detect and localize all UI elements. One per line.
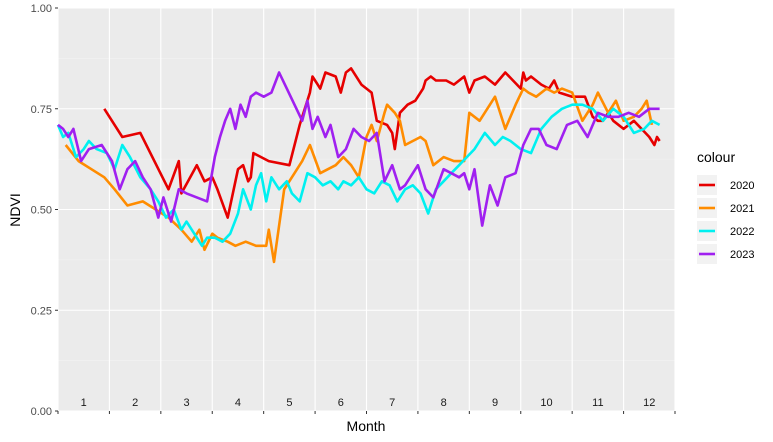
legend-title: colour xyxy=(697,149,735,165)
month-label: 5 xyxy=(286,397,292,409)
month-label: 3 xyxy=(183,397,189,409)
y-axis: 0.00 0.25 0.50 0.75 1.00 xyxy=(31,3,58,418)
y-tick-label: 1.00 xyxy=(31,3,52,15)
month-label: 8 xyxy=(441,397,447,409)
y-tick-label: 0.50 xyxy=(31,205,52,217)
legend: colour 2020 2021 2022 2023 xyxy=(697,149,754,264)
legend-label-2021: 2021 xyxy=(730,203,754,215)
month-labels: 1 2 3 4 5 6 7 8 9 10 11 12 xyxy=(81,397,656,409)
y-tick-label: 0.00 xyxy=(31,406,52,418)
legend-label-2020: 2020 xyxy=(730,180,754,192)
legend-label-2022: 2022 xyxy=(730,226,754,238)
month-label: 10 xyxy=(540,397,552,409)
month-label: 11 xyxy=(592,397,603,409)
x-axis xyxy=(57,411,676,414)
series-line-2022 xyxy=(56,103,661,248)
y-tick-label: 0.25 xyxy=(31,305,52,317)
month-label: 2 xyxy=(132,397,138,409)
series-line-2023 xyxy=(57,71,660,227)
month-label: 9 xyxy=(492,397,498,409)
month-label: 4 xyxy=(235,397,241,409)
y-axis-title: NDVI xyxy=(7,193,23,226)
legend-label-2023: 2023 xyxy=(730,249,754,261)
series-lines xyxy=(56,67,661,264)
month-label: 6 xyxy=(338,397,344,409)
y-tick-label: 0.75 xyxy=(31,104,52,116)
month-label: 7 xyxy=(389,397,395,409)
month-label: 12 xyxy=(643,397,655,409)
x-axis-title: Month xyxy=(347,418,386,434)
series-line-2020 xyxy=(103,67,661,219)
month-label: 1 xyxy=(81,397,87,409)
